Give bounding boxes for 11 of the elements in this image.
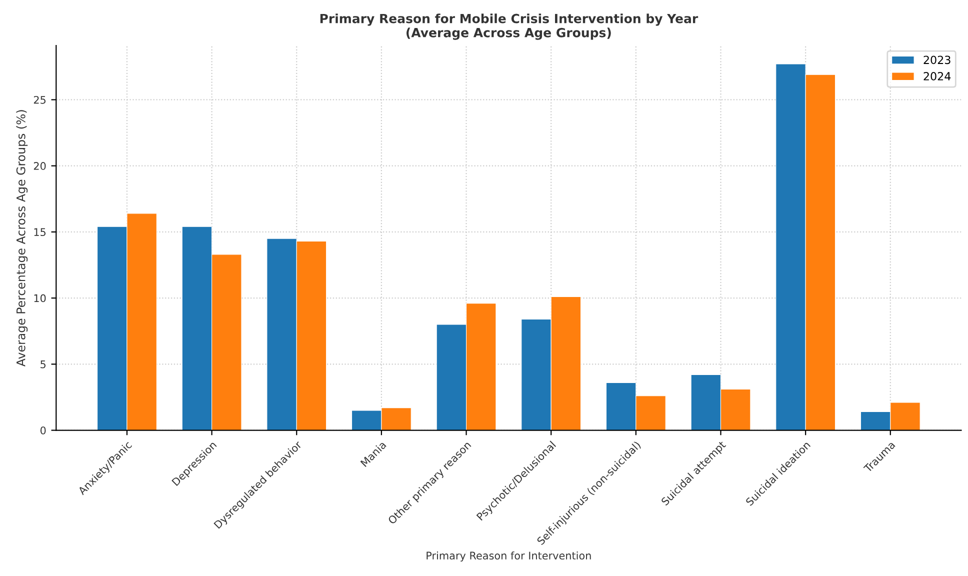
x-axis-title: Primary Reason for Intervention [426,551,591,562]
y-tick-label: 10 [34,294,46,302]
legend-label: 2024 [924,72,951,80]
y-axis-title: Average Percentage Across Age Groups (%) [16,110,28,367]
y-tick-label: 20 [34,162,46,170]
y-tick-label: 25 [34,96,46,104]
legend-label: 2023 [924,56,950,64]
y-tick-label: 15 [34,228,46,236]
y-tick-label: 0 [40,426,46,434]
chart-title: Primary Reason for Mobile Crisis Intervention by Year (Average Across Age Groups) [320,14,698,40]
y-tick-label: 5 [40,360,46,368]
